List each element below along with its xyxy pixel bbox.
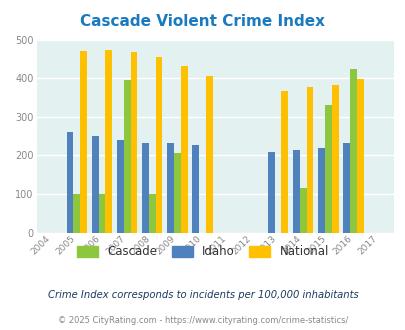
Bar [92,136,98,233]
Bar [343,143,349,233]
Bar [192,146,199,233]
Bar [98,194,105,233]
Bar [80,51,87,233]
Bar [105,50,112,233]
Text: Cascade Violent Crime Index: Cascade Violent Crime Index [80,14,325,29]
Bar [167,143,174,233]
Text: Crime Index corresponds to incidents per 100,000 inhabitants: Crime Index corresponds to incidents per… [47,290,358,300]
Bar [155,57,162,233]
Bar [356,79,363,233]
Bar [292,149,299,233]
Bar [281,91,288,233]
Bar [306,87,313,233]
Bar [331,85,338,233]
Bar [124,80,130,233]
Bar [318,148,324,233]
Bar [205,76,212,233]
Text: © 2025 CityRating.com - https://www.cityrating.com/crime-statistics/: © 2025 CityRating.com - https://www.city… [58,316,347,325]
Bar [130,52,137,233]
Legend: Cascade, Idaho, National: Cascade, Idaho, National [72,241,333,263]
Bar [142,143,149,233]
Bar [66,132,73,233]
Bar [299,188,306,233]
Bar [73,194,80,233]
Bar [174,153,180,233]
Bar [117,140,124,233]
Bar [267,152,274,233]
Bar [324,105,331,233]
Bar [149,194,155,233]
Bar [180,66,187,233]
Bar [349,69,356,233]
